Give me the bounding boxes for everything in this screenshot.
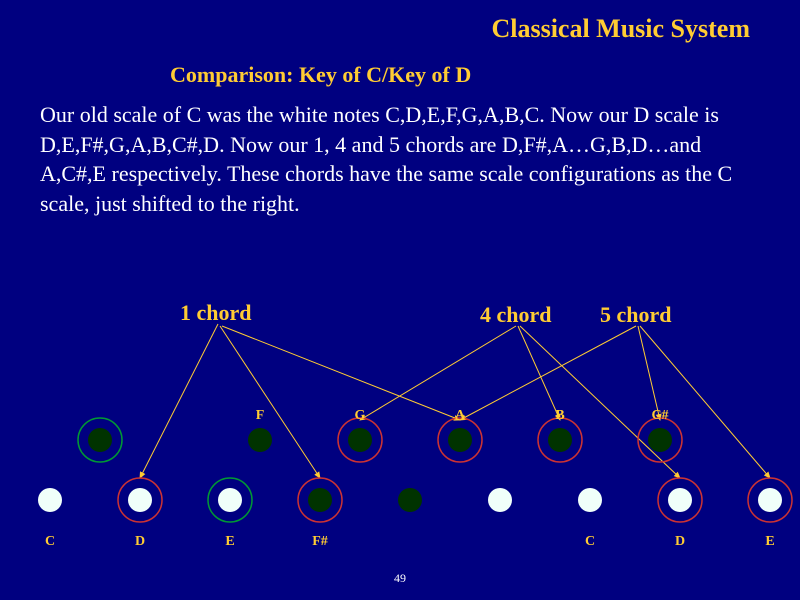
note-label: A (455, 408, 465, 424)
diagram-svg (0, 0, 800, 600)
note-label: C (585, 534, 595, 550)
chord-label: 4 chord (480, 302, 552, 328)
note-label: D (675, 534, 685, 550)
chord-label: 1 chord (180, 300, 252, 326)
note-label: F (256, 408, 265, 424)
note-label: E (225, 534, 234, 550)
note-label: F# (312, 534, 328, 550)
note-label: E (765, 534, 774, 550)
note-label: C# (651, 408, 668, 424)
chord-label: 5 chord (600, 302, 672, 328)
note-label: D (135, 534, 145, 550)
note-label: C (45, 534, 55, 550)
page-number: 49 (394, 571, 406, 586)
note-label: G (355, 408, 366, 424)
note-label: B (555, 408, 564, 424)
